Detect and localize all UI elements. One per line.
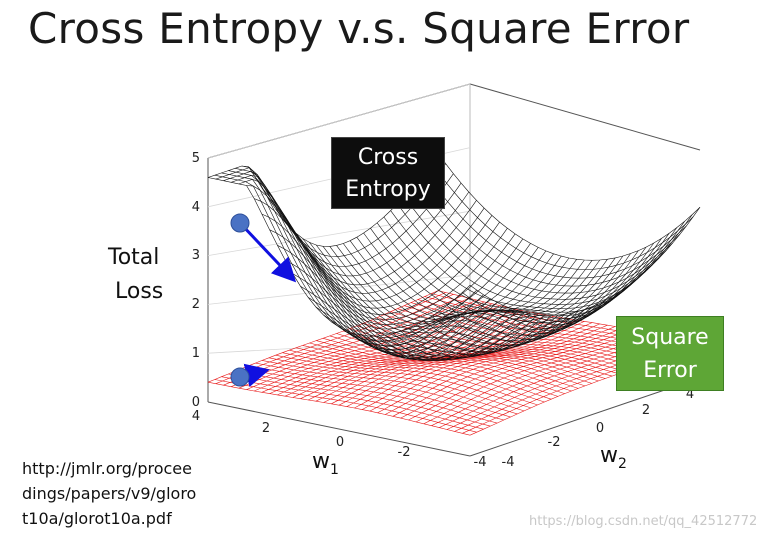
w2-tick: 0 (596, 421, 604, 436)
mesh-line (361, 322, 593, 410)
mesh-line (408, 330, 639, 421)
grid-line (207, 210, 471, 256)
z-tick: 2 (192, 297, 200, 312)
mesh-line (403, 196, 667, 300)
w2-tick: 4 (686, 387, 694, 402)
mesh-line (390, 210, 653, 309)
mesh-line (454, 221, 685, 330)
z-axis-ticks: 5 4 3 2 1 0 (192, 151, 200, 410)
mesh-line (415, 332, 647, 423)
grid-line (207, 83, 471, 159)
mesh-line (439, 233, 670, 342)
w2-axis-label: w2 (600, 443, 627, 472)
mesh-line (385, 326, 616, 415)
mesh-line (415, 246, 647, 353)
mesh-line (377, 324, 608, 414)
mesh-line (383, 314, 646, 365)
reference-url-line3: t10a/glorot10a.pdf (22, 509, 172, 528)
reference-url-line2: dings/papers/v9/gloro (22, 484, 197, 503)
z-tick: 5 (192, 151, 200, 166)
mesh-line (377, 259, 608, 361)
z-axis-label-line1: Total (108, 245, 160, 270)
z-tick: 3 (192, 248, 200, 263)
w1-axis-ticks: 4 2 0 -2 -4 (192, 409, 487, 470)
square-error-label-line2: Error (643, 358, 697, 383)
z-tick: 4 (192, 200, 200, 215)
mesh-line (410, 188, 674, 294)
mesh-line (356, 237, 620, 325)
w1-tick: 2 (262, 421, 270, 436)
mesh-line (462, 214, 693, 324)
mesh-line (430, 162, 694, 270)
w2-axis-ticks: -4 -2 0 2 4 (502, 387, 695, 470)
w1-tick: -2 (398, 445, 411, 460)
mesh-line (207, 381, 471, 436)
mesh-line (383, 216, 647, 313)
cross-entropy-label-line2: Entropy (345, 177, 431, 202)
z-tick: 0 (192, 395, 200, 410)
mesh-line (269, 221, 500, 315)
cross-entropy-gradient-arrow (238, 221, 297, 283)
mesh-line (392, 255, 624, 360)
mesh-line (346, 259, 577, 357)
z-tick: 1 (192, 346, 200, 361)
mesh-line (423, 242, 655, 350)
watermark: https://blog.csdn.net/qq_42512772 (529, 514, 758, 529)
w1-tick: 4 (192, 409, 200, 424)
mesh-line (354, 321, 585, 409)
square-error-label-line1: Square (631, 325, 709, 350)
mesh-line (431, 238, 662, 346)
w2-tick: -4 (502, 455, 515, 470)
mesh-line (370, 228, 633, 319)
mesh-line (369, 259, 601, 361)
cross-entropy-mesh (207, 153, 701, 361)
mesh-line (400, 253, 631, 358)
w1-tick: -4 (474, 455, 487, 470)
z-axis-label-line2: Loss (115, 279, 164, 304)
w2-tick: 2 (642, 403, 650, 418)
page-title: Cross Entropy v.s. Square Error (28, 4, 690, 53)
mesh-line (390, 311, 653, 362)
square-error-label-box: Square Error (616, 316, 724, 391)
mesh-line (423, 333, 654, 425)
w1-tick: 0 (336, 435, 344, 450)
mesh-line (214, 379, 477, 433)
cross-entropy-label-line1: Cross (357, 145, 419, 170)
mesh-line (397, 203, 660, 305)
reference-url-line1: http://jmlr.org/procee (22, 459, 192, 478)
cross-entropy-start-point (230, 213, 250, 233)
mesh-line (361, 260, 593, 361)
square-error-start-point (230, 367, 250, 387)
w1-axis-label: w1 (312, 449, 339, 478)
mesh-line (446, 227, 678, 336)
cross-entropy-label-box: Cross Entropy (331, 137, 445, 209)
w2-tick: -2 (548, 435, 561, 450)
mesh-line (392, 327, 624, 417)
mesh-line (469, 207, 701, 316)
mesh-line (354, 259, 585, 359)
mesh-line (417, 180, 680, 287)
mesh-line (424, 171, 687, 279)
mesh-line (400, 329, 631, 419)
mesh-line (369, 323, 600, 412)
mesh-line (408, 250, 639, 356)
mesh-line (437, 153, 701, 261)
mesh-line (277, 228, 508, 321)
mesh-line (343, 243, 606, 331)
mesh-line (336, 333, 599, 382)
